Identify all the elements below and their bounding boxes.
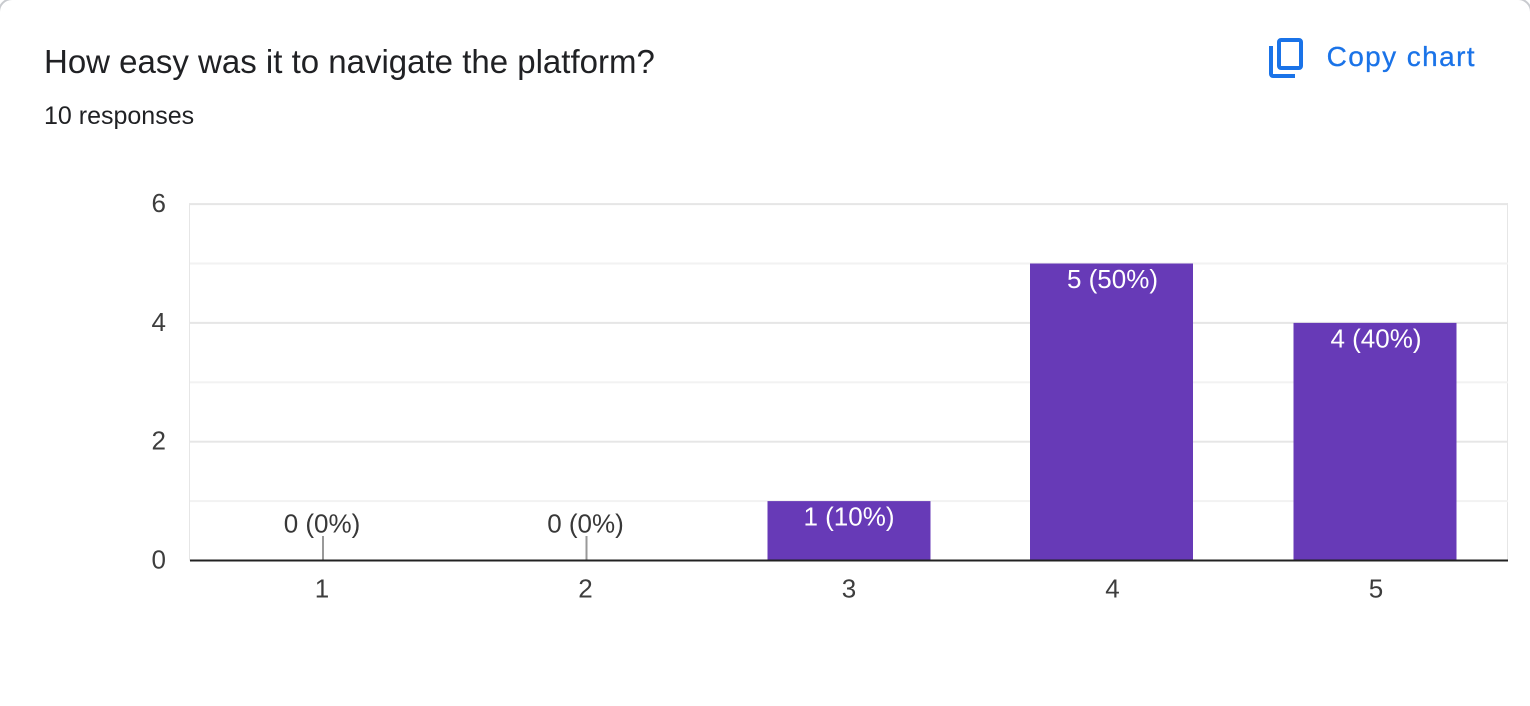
svg-text:6: 6 [152, 188, 166, 218]
svg-text:1: 1 [315, 574, 329, 604]
svg-text:1 (10%): 1 (10%) [803, 502, 894, 532]
svg-text:4: 4 [1105, 574, 1119, 604]
svg-text:0 (0%): 0 (0%) [547, 508, 624, 538]
svg-text:0 (0%): 0 (0%) [284, 508, 361, 538]
svg-text:5: 5 [1369, 574, 1383, 604]
svg-text:5 (50%): 5 (50%) [1067, 264, 1158, 294]
svg-text:4 (40%): 4 (40%) [1330, 324, 1421, 354]
svg-text:3: 3 [842, 574, 856, 604]
svg-text:4: 4 [152, 307, 166, 337]
svg-text:2: 2 [152, 426, 166, 456]
svg-text:0: 0 [152, 544, 166, 574]
svg-text:2: 2 [578, 574, 592, 604]
